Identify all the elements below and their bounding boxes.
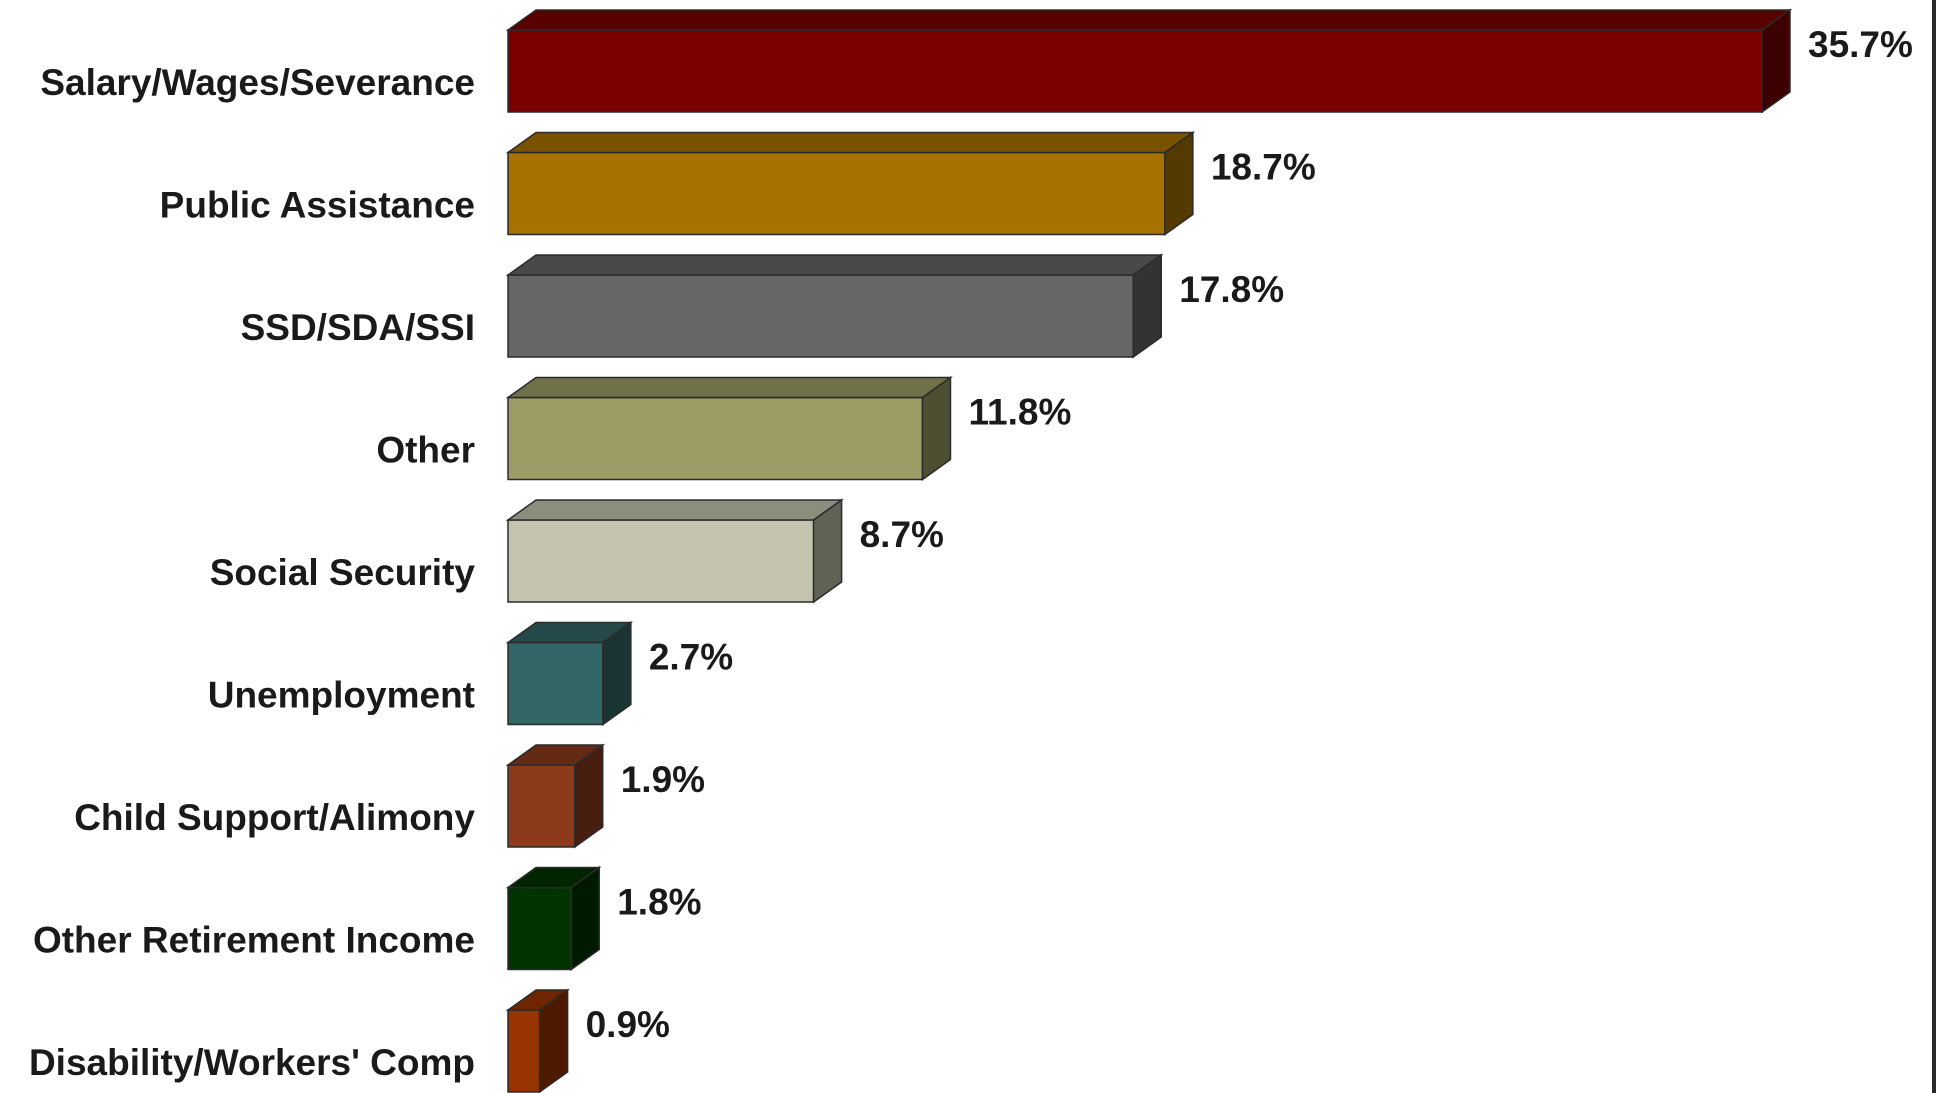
category-label-disability-workers-comp: Disability/Workers' Comp: [29, 1042, 475, 1083]
category-label-ssd-sda-ssi: SSD/SDA/SSI: [241, 307, 475, 348]
category-label-salary-wages-severance: Salary/Wages/Severance: [40, 62, 475, 103]
bar-front-unemployment: [507, 641, 604, 726]
bar-front-public-assistance: [507, 151, 1166, 236]
bar-front-ssd-sda-ssi: [507, 274, 1134, 358]
value-label-other: 11.8%: [968, 392, 1071, 433]
category-label-other-retirement-income: Other Retirement Income: [33, 920, 475, 961]
bar-top-salary-wages-severance: [505, 9, 1793, 31]
bar-side-child-support-alimony: [573, 743, 604, 849]
bar-front-social-security: [507, 519, 815, 603]
bar-salary-wages-severance: [505, 8, 1793, 114]
category-label-child-support-alimony: Child Support/Alimony: [74, 797, 475, 838]
bar-other-retirement-income: [505, 866, 602, 971]
bar-child-support-alimony: [505, 743, 606, 849]
category-label-social-security: Social Security: [210, 552, 476, 593]
value-label-unemployment: 2.7%: [649, 637, 733, 678]
value-label-social-security: 8.7%: [860, 514, 944, 555]
bar-side-other-retirement-income: [570, 866, 600, 971]
bar-front-disability-workers-comp: [507, 1009, 541, 1093]
value-label-other-retirement-income: 1.8%: [617, 882, 701, 923]
bar-top-social-security: [505, 499, 844, 521]
bar-top-ssd-sda-ssi: [505, 254, 1164, 276]
bar-side-unemployment: [602, 621, 632, 726]
category-label-public-assistance: Public Assistance: [160, 185, 475, 226]
chart-frame-edge: [1932, 0, 1936, 1093]
bar-side-social-security: [812, 498, 843, 604]
bar-disability-workers-comp: [505, 988, 570, 1093]
value-label-ssd-sda-ssi: 17.8%: [1179, 269, 1284, 310]
bar-front-salary-wages-severance: [507, 29, 1763, 113]
bar-front-other: [507, 396, 924, 481]
bar-other: [505, 376, 953, 481]
bar-top-public-assistance: [505, 131, 1196, 154]
bar-front-other-retirement-income: [507, 886, 572, 971]
bar-unemployment: [505, 621, 634, 726]
bar-side-other: [921, 376, 952, 481]
value-label-salary-wages-severance: 35.7%: [1808, 24, 1913, 65]
bar-side-public-assistance: [1164, 131, 1194, 236]
bar-side-ssd-sda-ssi: [1132, 253, 1162, 359]
bar-social-security: [505, 498, 844, 604]
bar-front-child-support-alimony: [507, 764, 576, 848]
value-label-child-support-alimony: 1.9%: [621, 759, 705, 800]
bar-public-assistance: [505, 131, 1196, 236]
bar-ssd-sda-ssi: [505, 253, 1164, 359]
value-label-public-assistance: 18.7%: [1211, 147, 1316, 188]
bar-side-salary-wages-severance: [1761, 8, 1791, 114]
category-label-other: Other: [376, 430, 475, 471]
value-label-disability-workers-comp: 0.9%: [586, 1004, 670, 1045]
bar-side-disability-workers-comp: [538, 988, 569, 1093]
bar-top-other: [505, 376, 953, 399]
category-label-unemployment: Unemployment: [208, 675, 475, 716]
